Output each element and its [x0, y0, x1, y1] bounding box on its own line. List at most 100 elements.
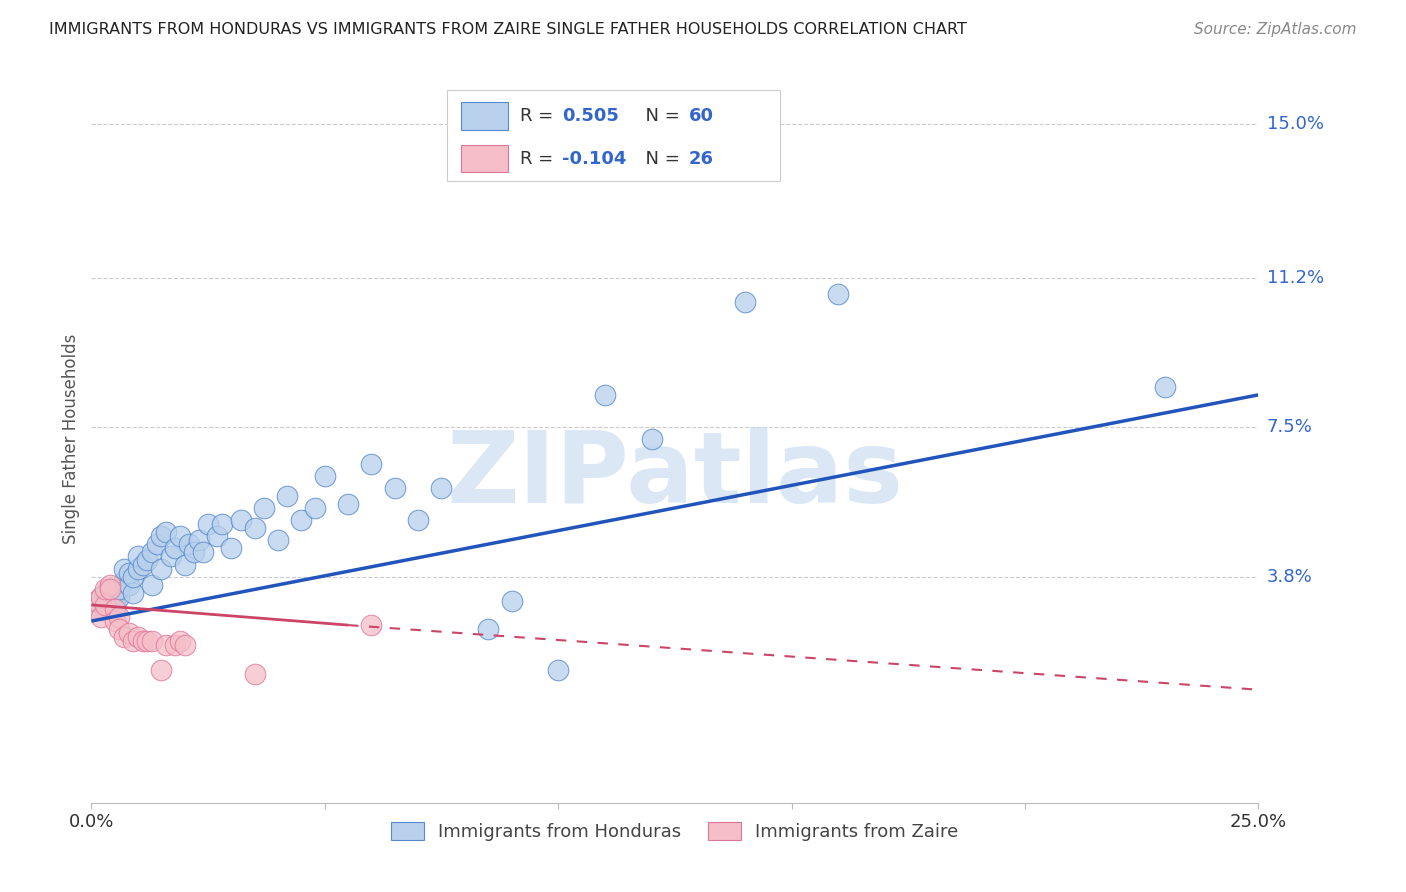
Point	[108, 610, 131, 624]
Point	[165, 541, 187, 556]
Point	[827, 287, 849, 301]
Point	[150, 663, 173, 677]
Point	[290, 513, 312, 527]
Point	[155, 525, 177, 540]
Point	[98, 582, 121, 596]
Point	[127, 549, 149, 564]
Point	[1154, 380, 1177, 394]
Point	[547, 663, 569, 677]
Text: 3.8%: 3.8%	[1267, 567, 1312, 586]
Point	[243, 521, 266, 535]
Text: ZIPatlas: ZIPatlas	[447, 427, 903, 524]
Point	[84, 602, 107, 616]
Legend: Immigrants from Honduras, Immigrants from Zaire: Immigrants from Honduras, Immigrants fro…	[384, 815, 966, 848]
Point	[118, 566, 141, 580]
Point	[141, 545, 163, 559]
Point	[108, 582, 131, 596]
Point	[136, 634, 159, 648]
Point	[640, 433, 662, 447]
Point	[90, 602, 112, 616]
Point	[98, 594, 121, 608]
Text: IMMIGRANTS FROM HONDURAS VS IMMIGRANTS FROM ZAIRE SINGLE FATHER HOUSEHOLDS CORRE: IMMIGRANTS FROM HONDURAS VS IMMIGRANTS F…	[49, 22, 967, 37]
Point	[94, 586, 117, 600]
Point	[127, 561, 149, 575]
Point	[127, 630, 149, 644]
Text: R =: R =	[520, 150, 558, 168]
Point	[104, 602, 127, 616]
Point	[90, 590, 112, 604]
Point	[94, 602, 117, 616]
Point	[118, 626, 141, 640]
Point	[221, 541, 243, 556]
Point	[406, 513, 429, 527]
Text: 26: 26	[689, 150, 714, 168]
Point	[90, 610, 112, 624]
Point	[132, 558, 155, 572]
Point	[193, 545, 215, 559]
Point	[360, 457, 382, 471]
Point	[179, 537, 201, 551]
Point	[734, 295, 756, 310]
Text: 15.0%: 15.0%	[1267, 115, 1323, 133]
Text: N =: N =	[634, 150, 686, 168]
Point	[169, 634, 191, 648]
Point	[141, 634, 163, 648]
Y-axis label: Single Father Households: Single Father Households	[62, 334, 80, 544]
Point	[145, 537, 167, 551]
Point	[118, 578, 141, 592]
Point	[98, 578, 121, 592]
Text: 60: 60	[689, 107, 714, 125]
Point	[108, 622, 131, 636]
Point	[104, 586, 127, 600]
Point	[136, 553, 159, 567]
Point	[229, 513, 252, 527]
Bar	[461, 145, 508, 172]
Point	[122, 634, 145, 648]
Point	[207, 529, 229, 543]
Text: Source: ZipAtlas.com: Source: ZipAtlas.com	[1194, 22, 1357, 37]
Point	[112, 574, 135, 588]
FancyBboxPatch shape	[447, 90, 780, 181]
Point	[276, 489, 298, 503]
Point	[84, 598, 107, 612]
Point	[112, 561, 135, 575]
Point	[98, 582, 121, 596]
Point	[183, 545, 205, 559]
Point	[501, 594, 523, 608]
Text: 7.5%: 7.5%	[1267, 418, 1313, 436]
Text: R =: R =	[520, 107, 558, 125]
Text: -0.104: -0.104	[561, 150, 626, 168]
Point	[197, 517, 219, 532]
Point	[314, 468, 336, 483]
Text: 0.505: 0.505	[561, 107, 619, 125]
Point	[304, 500, 326, 515]
Point	[187, 533, 209, 548]
Text: N =: N =	[634, 107, 686, 125]
Point	[267, 533, 290, 548]
Text: 11.2%: 11.2%	[1267, 268, 1324, 286]
Point	[384, 481, 406, 495]
Point	[150, 561, 173, 575]
Point	[173, 558, 195, 572]
Point	[108, 590, 131, 604]
Point	[141, 578, 163, 592]
Point	[122, 569, 145, 583]
Point	[150, 529, 173, 543]
Point	[337, 497, 360, 511]
Point	[360, 618, 382, 632]
Point	[159, 549, 181, 564]
Point	[211, 517, 233, 532]
Point	[593, 388, 616, 402]
Point	[104, 598, 127, 612]
Point	[155, 638, 177, 652]
Point	[132, 634, 155, 648]
Point	[112, 630, 135, 644]
Point	[94, 582, 117, 596]
Point	[94, 598, 117, 612]
Point	[165, 638, 187, 652]
Point	[122, 586, 145, 600]
Point	[243, 666, 266, 681]
Bar	[461, 102, 508, 129]
Point	[104, 614, 127, 628]
Point	[90, 590, 112, 604]
